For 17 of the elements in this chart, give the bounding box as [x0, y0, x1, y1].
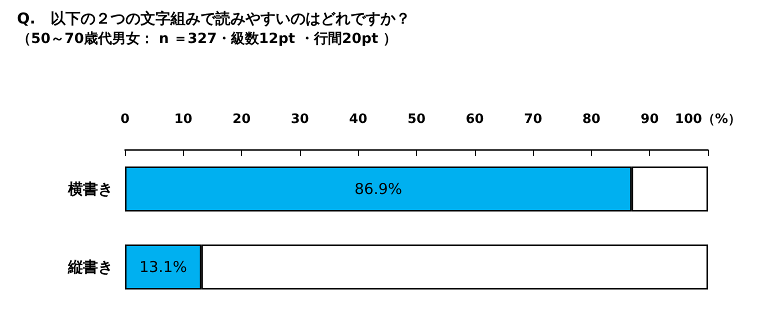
x-tick-label: 70: [524, 112, 542, 127]
y-tick-label: 縦書き: [67, 258, 113, 276]
y-tick-label: 横書き: [67, 180, 113, 198]
x-tick-label: 0: [120, 112, 130, 127]
x-tick-label: 60: [466, 112, 484, 127]
x-tick-label: 50: [407, 112, 426, 127]
x-tick-label: 20: [232, 112, 251, 127]
x-tick-label: 90: [640, 112, 659, 127]
data-label: 86.9%: [354, 180, 402, 198]
x-tick-label: 40: [349, 112, 368, 127]
data-label: 13.1%: [139, 258, 188, 276]
x-tick-label: 80: [582, 112, 600, 127]
x-tick-label: 100（%）: [674, 112, 742, 127]
chart-subtitle: （50～70歳代男女： n ＝327・級数12pt ・行間20pt ）: [17, 31, 398, 47]
chart-title: Q. 以下の２つの文字組みで読みやすいのはどれですか？: [17, 10, 410, 28]
x-tick-label: 10: [174, 112, 192, 127]
x-tick-label: 30: [290, 112, 309, 127]
